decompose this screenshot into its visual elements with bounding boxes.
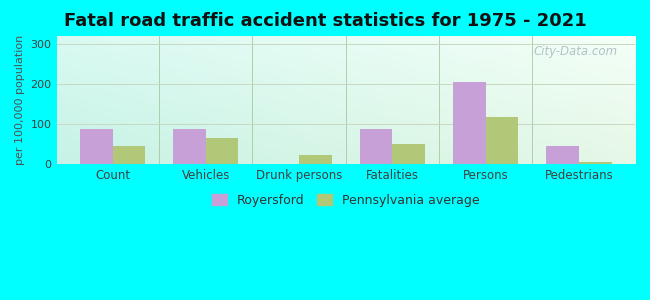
Bar: [206, 138, 239, 164]
Bar: [453, 82, 486, 164]
Text: Fatal road traffic accident statistics for 1975 - 2021: Fatal road traffic accident statistics f…: [64, 12, 586, 30]
Bar: [547, 146, 579, 164]
Bar: [393, 144, 425, 164]
Bar: [579, 162, 612, 164]
Bar: [80, 129, 112, 164]
Bar: [112, 146, 145, 164]
Text: City-Data.com: City-Data.com: [534, 45, 618, 58]
Bar: [486, 117, 519, 164]
Bar: [359, 129, 393, 164]
Legend: Royersford, Pennsylvania average: Royersford, Pennsylvania average: [207, 189, 485, 212]
Y-axis label: per 100,000 population: per 100,000 population: [15, 35, 25, 165]
Bar: [173, 129, 206, 164]
Bar: [299, 155, 332, 164]
